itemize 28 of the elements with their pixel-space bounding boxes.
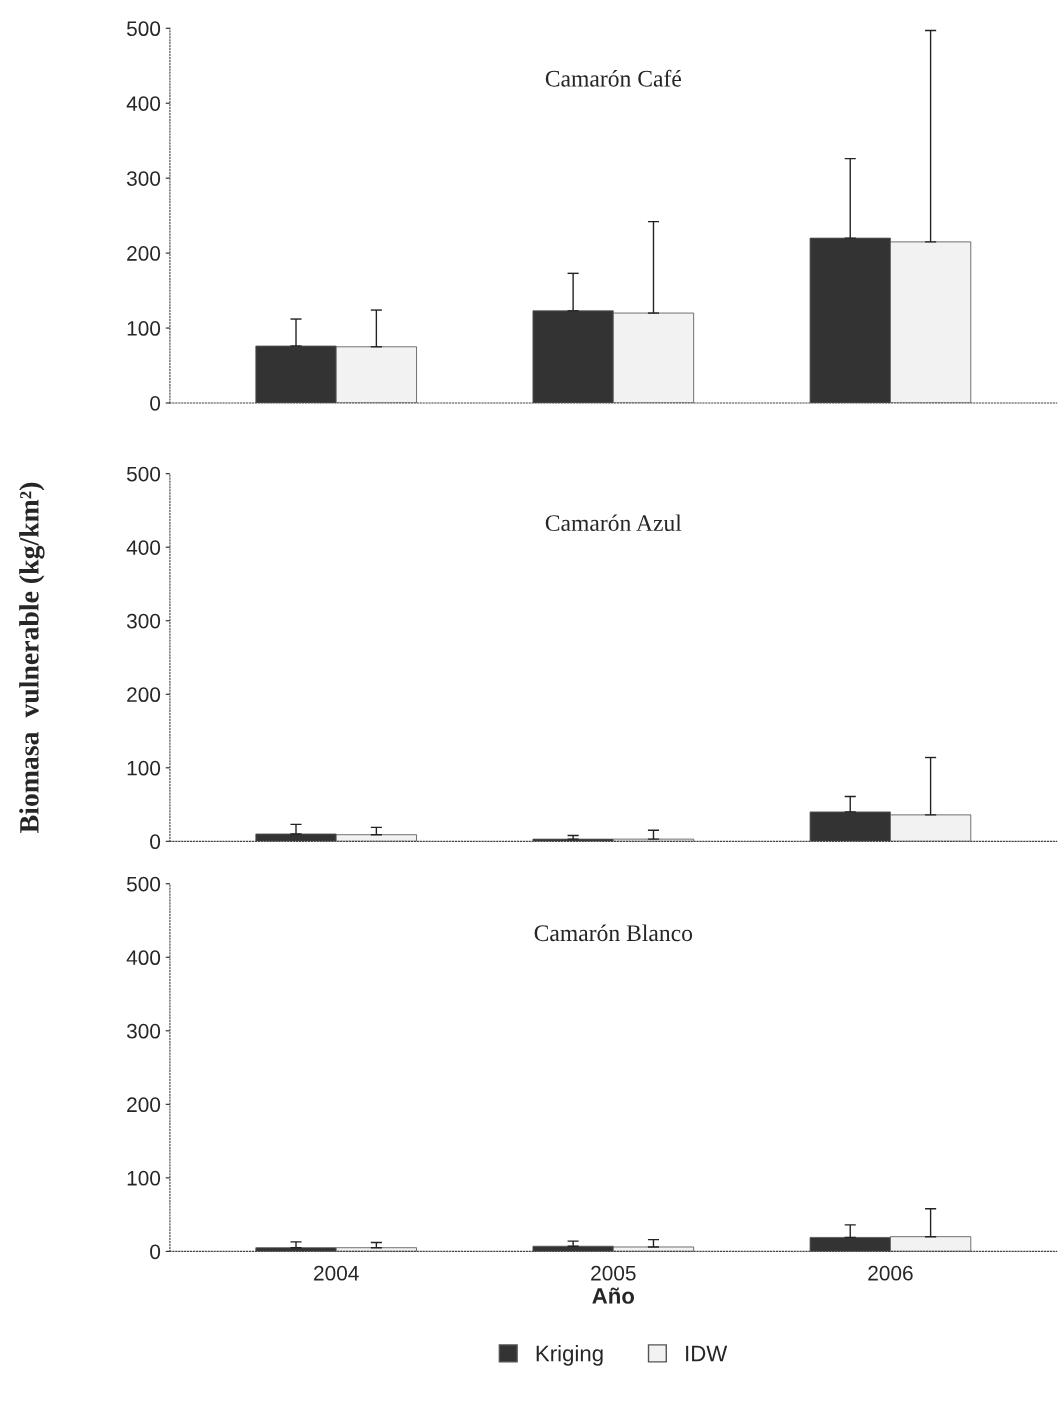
y-tick-label: 200 — [127, 246, 161, 261]
y-tick-label: 0 — [150, 1244, 161, 1260]
y-tick-label: 300 — [126, 1023, 161, 1039]
y-axis-title: Biomasa vulnerable (kg/km²) — [19, 482, 45, 833]
y-tick-label: 500 — [126, 466, 161, 482]
y-tick-label: 0 — [150, 395, 161, 411]
y-tick-label: 400 — [126, 950, 161, 966]
x-tick-label: 2006 — [868, 1265, 913, 1281]
y-tick-label: 100 — [127, 1170, 161, 1186]
legend-label: Kriging — [536, 1345, 603, 1366]
y-tick-label: 400 — [126, 540, 161, 555]
y-tick-label: 200 — [127, 1097, 161, 1113]
y-tick-label: 500 — [126, 21, 161, 37]
x-tick-label: 2005 — [591, 1265, 636, 1281]
text: Camarón Azul — [545, 514, 682, 532]
x-axis-title: Año — [592, 1287, 635, 1304]
x-tick-label: 2004 — [314, 1265, 359, 1281]
text: Camarón Blanco — [534, 924, 693, 942]
y-tick-label: 100 — [127, 321, 161, 336]
legend-label: IDW — [686, 1345, 728, 1362]
y-tick-label: 400 — [126, 96, 161, 111]
text: Camarón Café — [545, 69, 681, 87]
y-tick-label: 300 — [126, 613, 161, 629]
y-tick-label: 300 — [126, 171, 161, 186]
y-tick-label: 200 — [127, 687, 161, 703]
y-tick-label: 100 — [127, 760, 161, 776]
y-tick-label: 500 — [126, 876, 161, 892]
y-tick-label: 0 — [150, 834, 161, 850]
